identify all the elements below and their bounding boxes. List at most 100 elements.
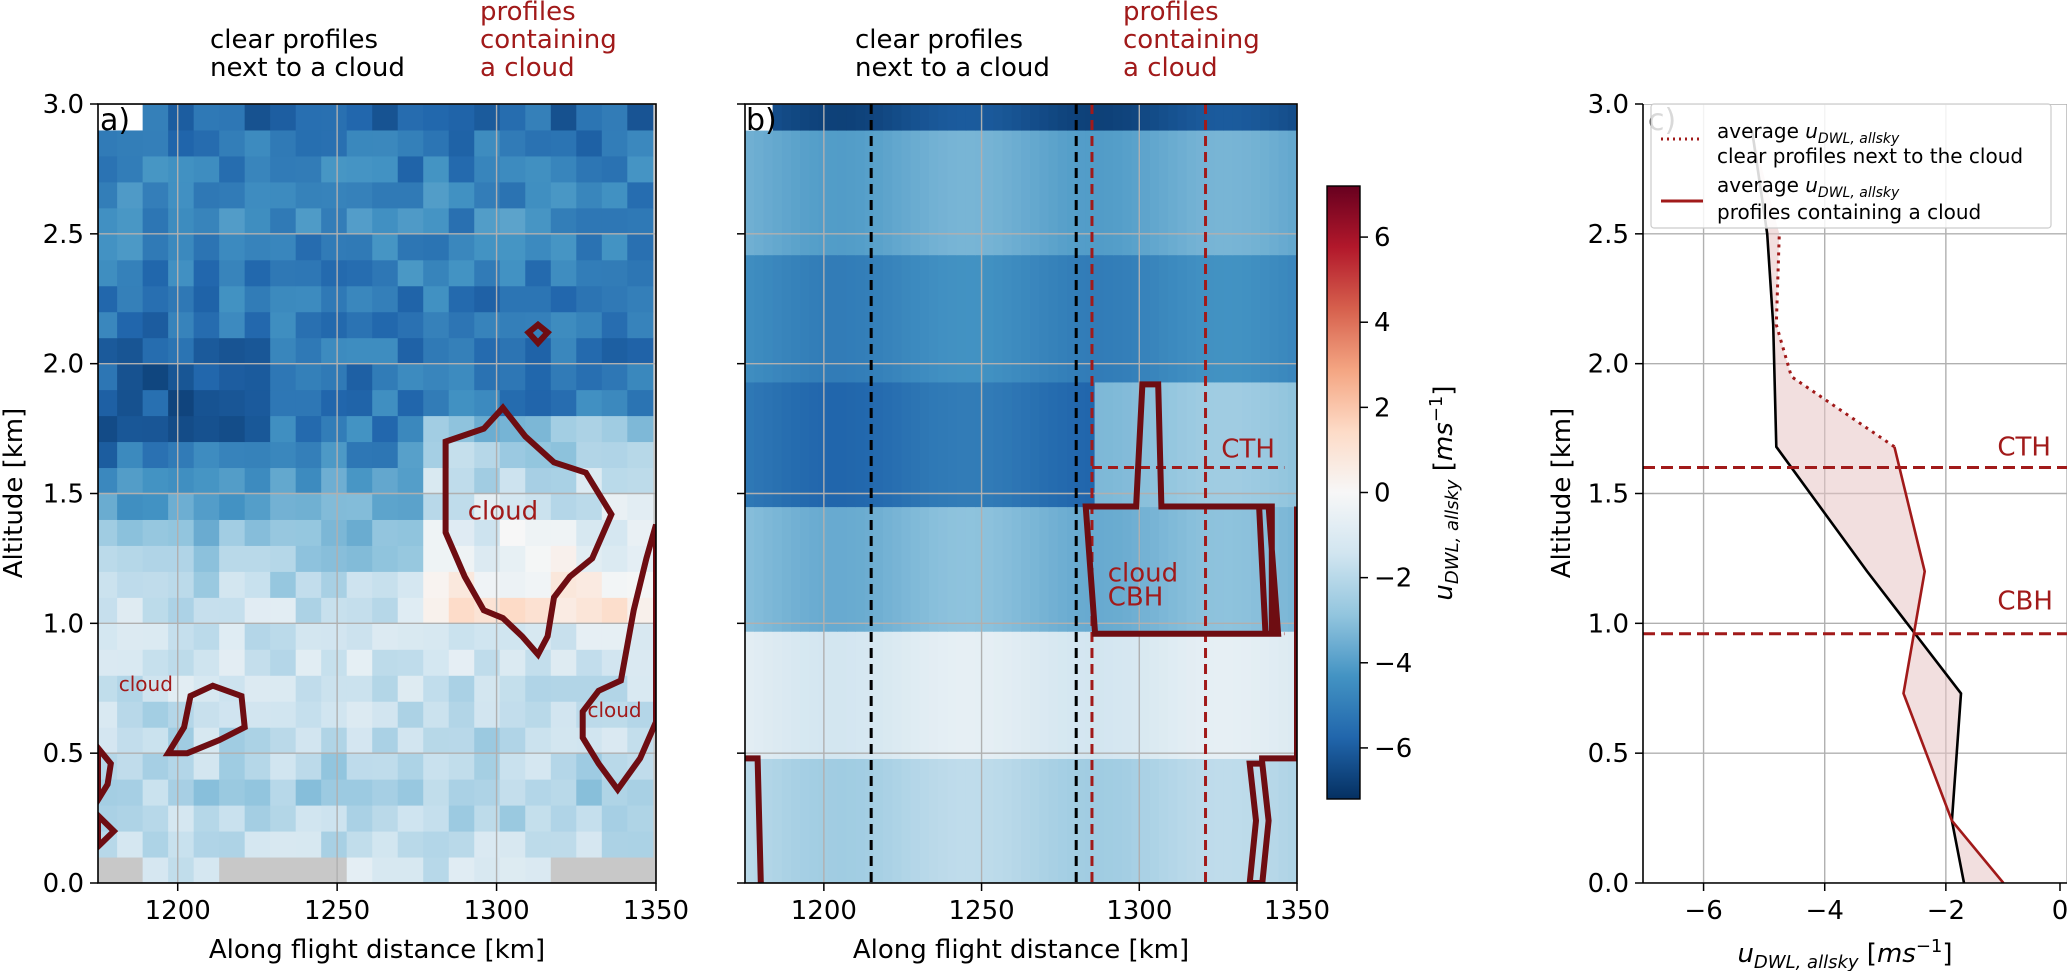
heatmap-cell: [781, 506, 792, 632]
heatmap-cell: [295, 857, 322, 883]
heatmap-cell: [984, 254, 994, 383]
x-tick-label: −6: [1684, 896, 1722, 926]
heatmap-cell: [168, 857, 195, 883]
heatmap-cell: [1159, 381, 1169, 508]
heatmap-cell: [576, 259, 603, 287]
heatmap-cell: [270, 519, 297, 546]
heatmap-cell: [499, 441, 526, 469]
heatmap-cell: [244, 649, 271, 676]
heatmap-cell: [193, 181, 220, 209]
heatmap-cell: [117, 805, 144, 832]
heatmap-cell: [270, 181, 297, 209]
heatmap-cell: [910, 506, 921, 632]
panel-a-ticks: 1200 1250 1300 1350 0.0 0.5 1.0 1.5 2.0 2.5 3.0: [43, 90, 689, 926]
heatmap-cell: [1241, 381, 1252, 508]
heatmap-cell: [1232, 104, 1243, 131]
heatmap-cell: [1278, 129, 1289, 256]
heatmap-cell: [270, 779, 297, 806]
heatmap-cell: [791, 506, 801, 632]
heatmap-cell: [321, 623, 348, 650]
heatmap-cell: [1067, 129, 1077, 256]
heatmap-cell: [295, 311, 322, 339]
heatmap-cell: [168, 155, 195, 183]
heatmap-cell: [1159, 506, 1169, 632]
heatmap-cell: [1103, 254, 1114, 383]
heatmap-cell: [1094, 758, 1105, 883]
heatmap-cell: [117, 311, 144, 339]
y-tick-label: 0.0: [43, 869, 84, 899]
heatmap-cell: [423, 207, 450, 235]
heatmap-cell: [193, 519, 220, 546]
heatmap-cell: [346, 857, 373, 883]
heatmap-cell: [98, 389, 118, 417]
heatmap-cell: [346, 389, 373, 417]
heatmap-cell: [142, 104, 169, 131]
heatmap-cell: [397, 623, 424, 650]
heatmap-cell: [448, 363, 475, 391]
heatmap-cell: [1057, 104, 1068, 131]
heatmap-cell: [993, 506, 1004, 632]
heatmap-cell: [346, 701, 373, 728]
heatmap-cell: [321, 389, 348, 417]
heatmap-cell: [321, 571, 348, 598]
heatmap-cell: [576, 155, 603, 183]
heatmap-cell: [98, 623, 118, 650]
heatmap-cell: [910, 381, 921, 508]
panel-c-cth-label: CTH: [1997, 433, 2051, 463]
heatmap-cell: [1122, 254, 1132, 383]
heatmap-cell: [397, 545, 424, 572]
heatmap-cell: [827, 254, 838, 383]
heatmap-cell: [117, 779, 144, 806]
heatmap-cell: [117, 441, 144, 469]
heatmap-cell: [576, 779, 603, 806]
heatmap-cell: [855, 254, 866, 383]
heatmap-cell: [1186, 381, 1197, 508]
heatmap-cell: [525, 805, 552, 832]
heatmap-cell: [745, 758, 755, 883]
heatmap-cell: [1214, 129, 1224, 256]
panel-a-clear-header-line1: clear profiles: [210, 25, 379, 55]
heatmap-cell: [193, 597, 220, 624]
heatmap-cell: [1140, 254, 1151, 383]
heatmap-cell: [1057, 631, 1068, 759]
heatmap-cell: [321, 675, 348, 702]
cloud-contour-right-narrow: [1246, 760, 1272, 883]
heatmap-cell: [772, 631, 783, 759]
heatmap-cell: [1048, 758, 1059, 883]
heatmap-cell: [168, 441, 195, 469]
heatmap-cell: [117, 623, 144, 650]
heatmap-cell: [627, 129, 654, 157]
heatmap-cell: [1048, 104, 1059, 131]
heatmap-cell: [576, 363, 603, 391]
heatmap-cell: [550, 415, 577, 443]
heatmap-cell: [244, 415, 271, 443]
heatmap-cell: [1260, 381, 1270, 508]
heatmap-cell: [1140, 758, 1151, 883]
heatmap-cell: [1030, 254, 1040, 383]
heatmap-cell: [168, 104, 195, 131]
heatmap-cell: [1177, 506, 1188, 632]
panel-b-cloud-label: cloud: [1108, 558, 1178, 588]
heatmap-cell: [1149, 758, 1160, 883]
heatmap-cell: [1039, 631, 1050, 759]
heatmap-cell: [1122, 381, 1132, 508]
panel-b-heatmap-cells: [745, 104, 1297, 883]
heatmap-cell: [873, 254, 884, 383]
heatmap-cell: [219, 545, 246, 572]
heatmap-cell: [1195, 254, 1206, 383]
heatmap-cell: [1057, 506, 1068, 632]
heatmap-cell: [627, 181, 654, 209]
heatmap-cell: [1021, 506, 1031, 632]
heatmap-cell: [142, 363, 169, 391]
heatmap-cell: [956, 104, 967, 131]
heatmap-cell: [397, 311, 424, 339]
heatmap-cell: [1048, 506, 1059, 632]
heatmap-cell: [855, 104, 866, 131]
heatmap-cell: [576, 857, 603, 883]
heatmap-cell: [346, 233, 373, 261]
heatmap-cell: [372, 467, 399, 494]
heatmap-cell: [1232, 254, 1243, 383]
heatmap-cell: [781, 381, 792, 508]
heatmap-cell: [1159, 254, 1169, 383]
heatmap-cell: [295, 441, 322, 469]
